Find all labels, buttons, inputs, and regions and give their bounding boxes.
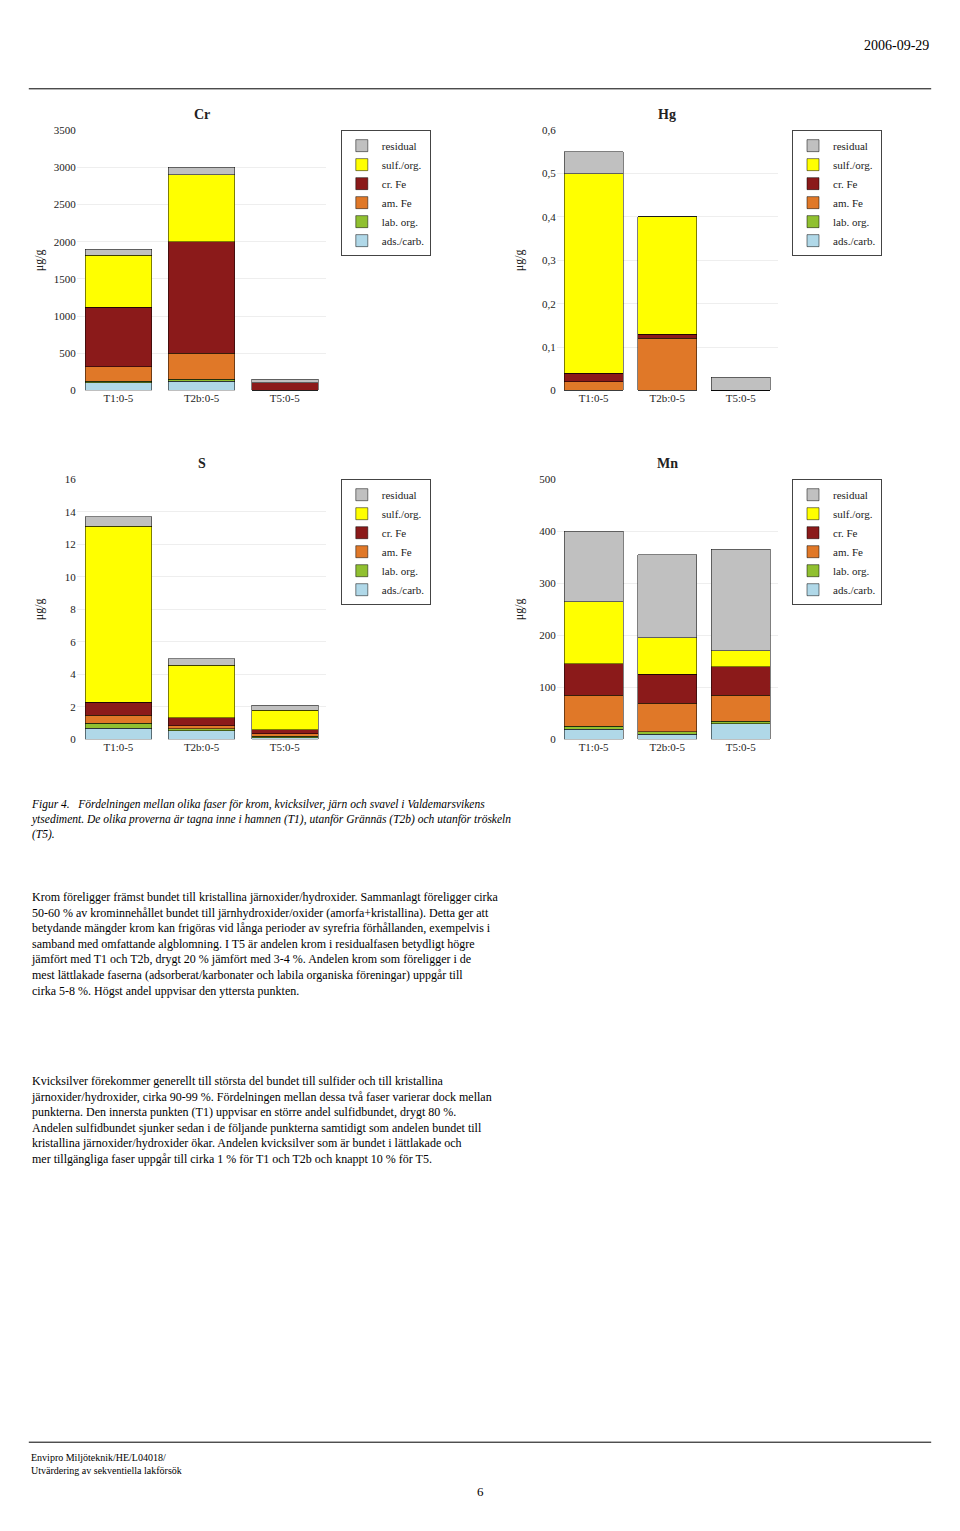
svg-text:sulf./org.: sulf./org. (833, 508, 873, 520)
svg-text:3500: 3500 (54, 124, 77, 136)
svg-text:lab. org.: lab. org. (833, 565, 869, 577)
svg-text:S: S (198, 456, 206, 471)
svg-text:0: 0 (550, 733, 556, 745)
svg-text:2500: 2500 (54, 198, 77, 210)
svg-text:μg/g: μg/g (32, 598, 46, 620)
svg-text:Envipro Miljöteknik/HE/L04018/: Envipro Miljöteknik/HE/L04018/Utvärderin… (31, 1452, 182, 1476)
svg-text:ads./carb.: ads./carb. (382, 584, 424, 596)
svg-text:400: 400 (539, 525, 556, 537)
svg-text:μg/g: μg/g (32, 249, 46, 271)
svg-text:lab. org.: lab. org. (833, 216, 869, 228)
svg-text:cr. Fe: cr. Fe (382, 527, 407, 539)
svg-text:6: 6 (70, 636, 76, 648)
svg-text:14: 14 (65, 506, 77, 518)
svg-text:ads./carb.: ads./carb. (833, 235, 875, 247)
svg-text:cr. Fe: cr. Fe (833, 527, 858, 539)
svg-text:100: 100 (539, 681, 556, 693)
svg-text:lab. org.: lab. org. (382, 216, 418, 228)
svg-text:0: 0 (550, 384, 556, 396)
svg-text:Kvicksilver förekommer generel: Kvicksilver förekommer generellt till st… (31, 1074, 492, 1166)
svg-text:am. Fe: am. Fe (382, 197, 412, 209)
svg-text:1500: 1500 (54, 273, 77, 285)
svg-text:0,1: 0,1 (542, 341, 556, 353)
svg-text:T2b:0-5: T2b:0-5 (184, 741, 220, 753)
svg-text:T5:0-5: T5:0-5 (270, 392, 300, 404)
svg-text:500: 500 (59, 347, 76, 359)
svg-text:μg/g: μg/g (512, 598, 526, 620)
svg-text:8: 8 (70, 603, 76, 615)
svg-text:T5:0-5: T5:0-5 (270, 741, 300, 753)
svg-text:sulf./org.: sulf./org. (382, 508, 422, 520)
svg-text:am. Fe: am. Fe (382, 546, 412, 558)
svg-text:cr. Fe: cr. Fe (833, 178, 858, 190)
svg-text:4: 4 (70, 668, 76, 680)
svg-text:200: 200 (539, 629, 556, 641)
svg-text:10: 10 (65, 571, 77, 583)
svg-text:T1:0-5: T1:0-5 (579, 392, 609, 404)
svg-text:residual: residual (833, 140, 868, 152)
svg-text:0,4: 0,4 (542, 211, 556, 223)
svg-text:T5:0-5: T5:0-5 (726, 392, 756, 404)
svg-text:T1:0-5: T1:0-5 (579, 741, 609, 753)
svg-text:0,5: 0,5 (542, 167, 556, 179)
svg-text:0: 0 (70, 733, 76, 745)
svg-text:2000: 2000 (54, 236, 77, 248)
svg-text:ads./carb.: ads./carb. (382, 235, 424, 247)
svg-text:0: 0 (70, 384, 76, 396)
svg-text:Cr: Cr (194, 107, 210, 122)
svg-text:3000: 3000 (54, 161, 77, 173)
svg-text:300: 300 (539, 577, 556, 589)
svg-text:T5:0-5: T5:0-5 (726, 741, 756, 753)
svg-text:T2b:0-5: T2b:0-5 (649, 741, 685, 753)
svg-text:T1:0-5: T1:0-5 (103, 392, 133, 404)
svg-text:Krom föreligger främst bundet: Krom föreligger främst bundet till krist… (31, 890, 499, 998)
svg-text:500: 500 (539, 473, 556, 485)
svg-text:Mn: Mn (657, 456, 678, 471)
svg-text:ads./carb.: ads./carb. (833, 584, 875, 596)
svg-text:Figur 4. Fördelningen mellan: Figur 4. Fördelningen mellan olika faser… (31, 798, 511, 841)
svg-text:T1:0-5: T1:0-5 (103, 741, 133, 753)
svg-text:μg/g: μg/g (512, 249, 526, 271)
svg-text:lab. org.: lab. org. (382, 565, 418, 577)
svg-text:16: 16 (65, 473, 77, 485)
svg-text:residual: residual (382, 489, 417, 501)
svg-text:1000: 1000 (54, 310, 77, 322)
svg-text:2006-09-29: 2006-09-29 (864, 38, 929, 53)
svg-text:0,3: 0,3 (542, 254, 556, 266)
svg-text:T2b:0-5: T2b:0-5 (649, 392, 685, 404)
svg-text:0,2: 0,2 (542, 297, 556, 309)
svg-text:cr. Fe: cr. Fe (382, 178, 407, 190)
svg-text:T2b:0-5: T2b:0-5 (184, 392, 220, 404)
svg-text:residual: residual (382, 140, 417, 152)
svg-text:12: 12 (65, 538, 76, 550)
svg-text:am. Fe: am. Fe (833, 197, 863, 209)
svg-text:residual: residual (833, 489, 868, 501)
svg-text:0,6: 0,6 (542, 124, 556, 136)
svg-text:sulf./org.: sulf./org. (382, 159, 422, 171)
svg-text:6: 6 (477, 1484, 484, 1499)
svg-text:2: 2 (70, 701, 76, 713)
svg-text:Hg: Hg (658, 107, 676, 122)
svg-text:sulf./org.: sulf./org. (833, 159, 873, 171)
svg-text:am. Fe: am. Fe (833, 546, 863, 558)
